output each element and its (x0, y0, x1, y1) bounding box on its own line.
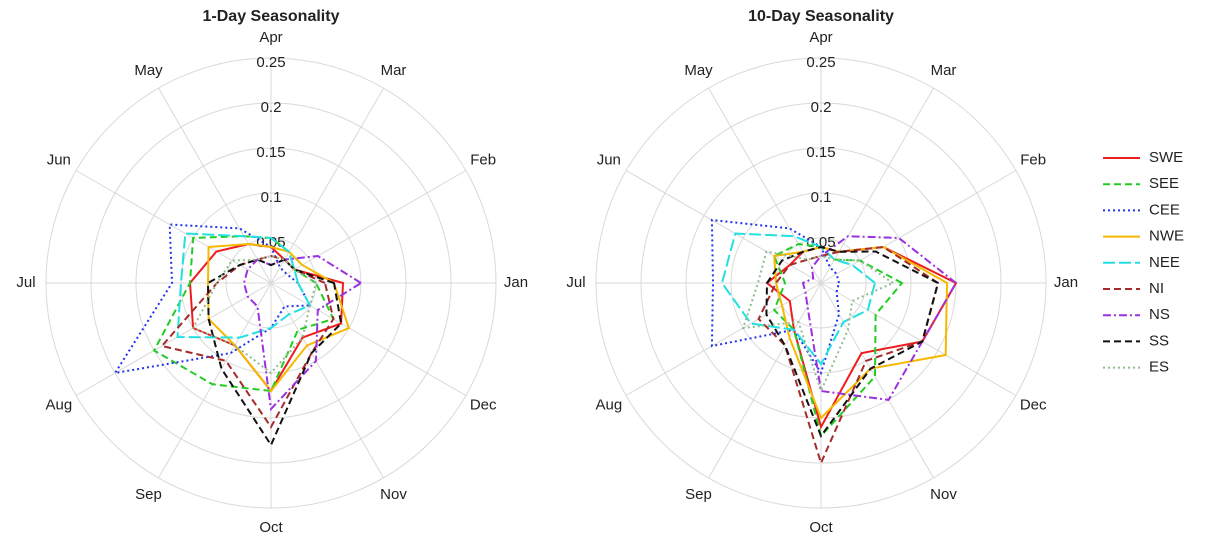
spoke (820, 282, 1017, 396)
category-label: Oct (809, 519, 833, 536)
spoke (708, 87, 822, 284)
legend: SWE SEE CEE NWE NEE NI NS SS ES (1103, 149, 1184, 376)
r-tick-label: 0.2 (261, 99, 282, 116)
spoke (625, 282, 822, 396)
category-label: Sep (685, 486, 712, 503)
grid-ring (595, 57, 1047, 509)
grid-ring (90, 102, 452, 464)
category-label: Apr (259, 29, 282, 46)
chart-title: 10-Day Seasonality (748, 8, 894, 25)
category-label: Sep (135, 486, 162, 503)
spoke (708, 282, 822, 479)
series-line (772, 242, 904, 439)
category-label: Nov (930, 486, 957, 503)
r-tick-label: 0.25 (256, 54, 285, 71)
category-label: Oct (259, 519, 283, 536)
category-label: Feb (1020, 151, 1046, 168)
chart-title: 1-Day Seasonality (203, 8, 340, 25)
grid-ring (640, 102, 1002, 464)
grid-ring (45, 57, 497, 509)
r-tick-label: 0.15 (256, 144, 285, 161)
legend-label: ES (1149, 359, 1169, 376)
series-line (757, 245, 940, 466)
category-label: Jan (504, 274, 528, 291)
spoke (820, 282, 934, 479)
r-tick-label: 0.05 (806, 234, 835, 251)
spoke (158, 282, 272, 479)
legend-label: NS (1149, 306, 1170, 323)
series-line (152, 235, 335, 393)
spoke (270, 170, 467, 284)
r-tick-label: 0.25 (806, 54, 835, 71)
series-line (176, 232, 312, 339)
series-line (720, 232, 877, 366)
legend-label: NWE (1149, 228, 1184, 245)
category-label: Jun (47, 151, 71, 168)
category-label: Nov (380, 486, 407, 503)
spoke (625, 170, 822, 284)
spoke (75, 282, 272, 396)
spoke (75, 170, 272, 284)
category-label: Aug (45, 396, 72, 413)
series-line (113, 223, 312, 375)
legend-label: CEE (1149, 201, 1180, 218)
series-line (765, 245, 940, 439)
category-label: Jun (597, 151, 621, 168)
spoke (270, 282, 467, 396)
category-label: Feb (470, 151, 496, 168)
r-tick-label: 0.2 (811, 99, 832, 116)
spoke (270, 282, 384, 479)
category-label: Mar (381, 62, 407, 79)
category-label: Dec (1020, 396, 1047, 413)
legend-label: NI (1149, 280, 1164, 297)
spoke (158, 87, 272, 284)
legend-label: NEE (1149, 254, 1180, 271)
category-label: Jul (16, 274, 35, 291)
category-label: Jul (566, 274, 585, 291)
category-label: May (134, 62, 163, 79)
spoke (270, 87, 384, 284)
category-label: May (684, 62, 713, 79)
legend-label: SEE (1149, 175, 1179, 192)
category-label: Apr (809, 29, 832, 46)
spoke (820, 87, 934, 284)
series-line (801, 235, 958, 401)
r-tick-label: 0.1 (811, 189, 832, 206)
legend-label: SS (1149, 332, 1169, 349)
category-label: Aug (595, 396, 622, 413)
grid-ring (135, 147, 407, 419)
series-line (741, 250, 896, 394)
category-label: Dec (470, 396, 497, 413)
legend-label: SWE (1149, 149, 1183, 166)
category-label: Jan (1054, 274, 1078, 291)
r-tick-label: 0.1 (261, 189, 282, 206)
spoke (820, 170, 1017, 284)
series-line (242, 254, 363, 412)
series-line (206, 258, 343, 448)
r-tick-label: 0.15 (806, 144, 835, 161)
category-label: Mar (931, 62, 957, 79)
